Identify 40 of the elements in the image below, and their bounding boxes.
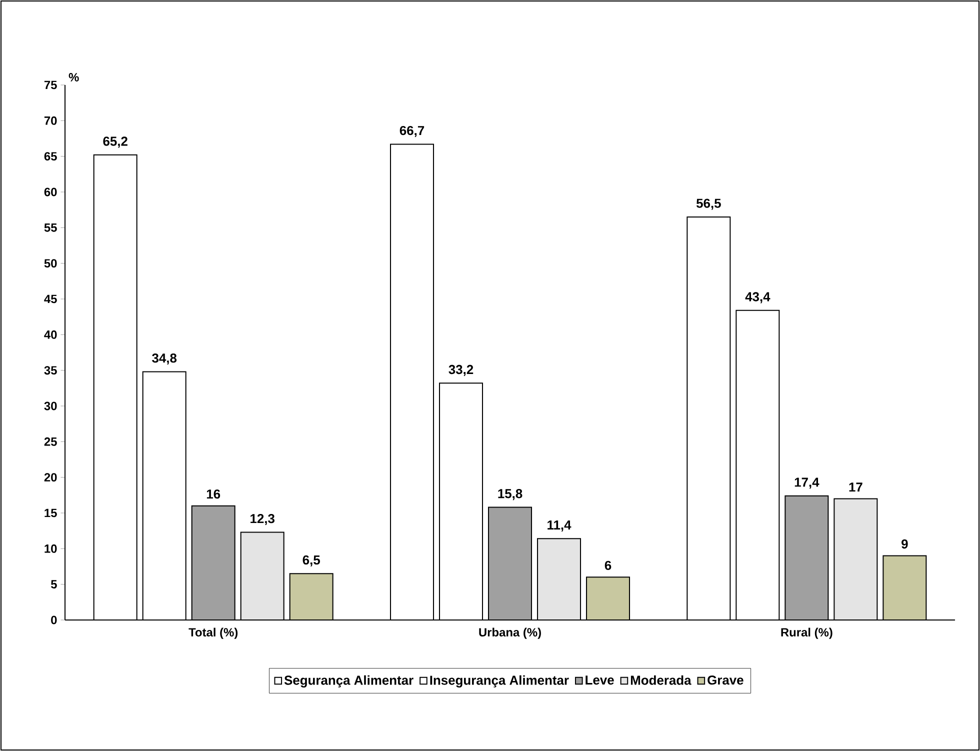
y-tick-label: 60 [44,188,57,196]
x-tick-label: Rural (%) [781,628,832,639]
data-label: 12,3 [250,514,274,526]
y-tick-label: 35 [44,366,57,375]
y-tick-label: 75 [44,80,57,90]
data-label: 33,2 [448,364,474,376]
data-label: 15,8 [498,489,522,500]
legend-label: Grave [708,675,744,685]
data-label: 17,4 [794,478,820,489]
y-tick-label: 55 [44,223,57,232]
data-label: 17 [849,482,862,492]
data-label: 11,4 [548,520,572,532]
x-tick-label: Total (%) [188,628,238,639]
y-axis-title: % [68,73,79,82]
y-tick-label: 70 [44,116,57,125]
y-tick-label: 0 [51,616,57,624]
data-label: 9 [902,539,908,549]
y-tick-label: 65 [44,152,57,161]
data-label: 34,8 [152,353,177,365]
y-tick-label: 10 [44,544,57,553]
y-tick-label: 50 [44,259,57,268]
y-tick-label: 15 [44,508,57,518]
legend-label: Leve [586,676,614,685]
x-tick-label: Urbana (%) [479,628,541,639]
y-tick-label: 30 [44,402,57,410]
data-label: 56,5 [696,198,721,210]
data-label: 6 [604,560,612,570]
data-label: 16 [206,489,220,499]
data-label: 66,7 [400,126,424,137]
y-tick-label: 5 [50,580,57,588]
y-tick-label: 25 [44,437,57,446]
y-tick-label: 20 [44,473,57,482]
data-label: 43,4 [745,292,770,304]
data-label: 6,5 [302,555,320,566]
legend-label: Insegurança Alimentar [430,675,569,688]
legend-label: Moderada [630,675,692,685]
y-tick-label: 40 [44,330,57,339]
y-tick-label: 45 [44,294,57,304]
data-label: 65,2 [103,136,128,148]
legend-label: Segurança Alimentar [284,675,414,688]
